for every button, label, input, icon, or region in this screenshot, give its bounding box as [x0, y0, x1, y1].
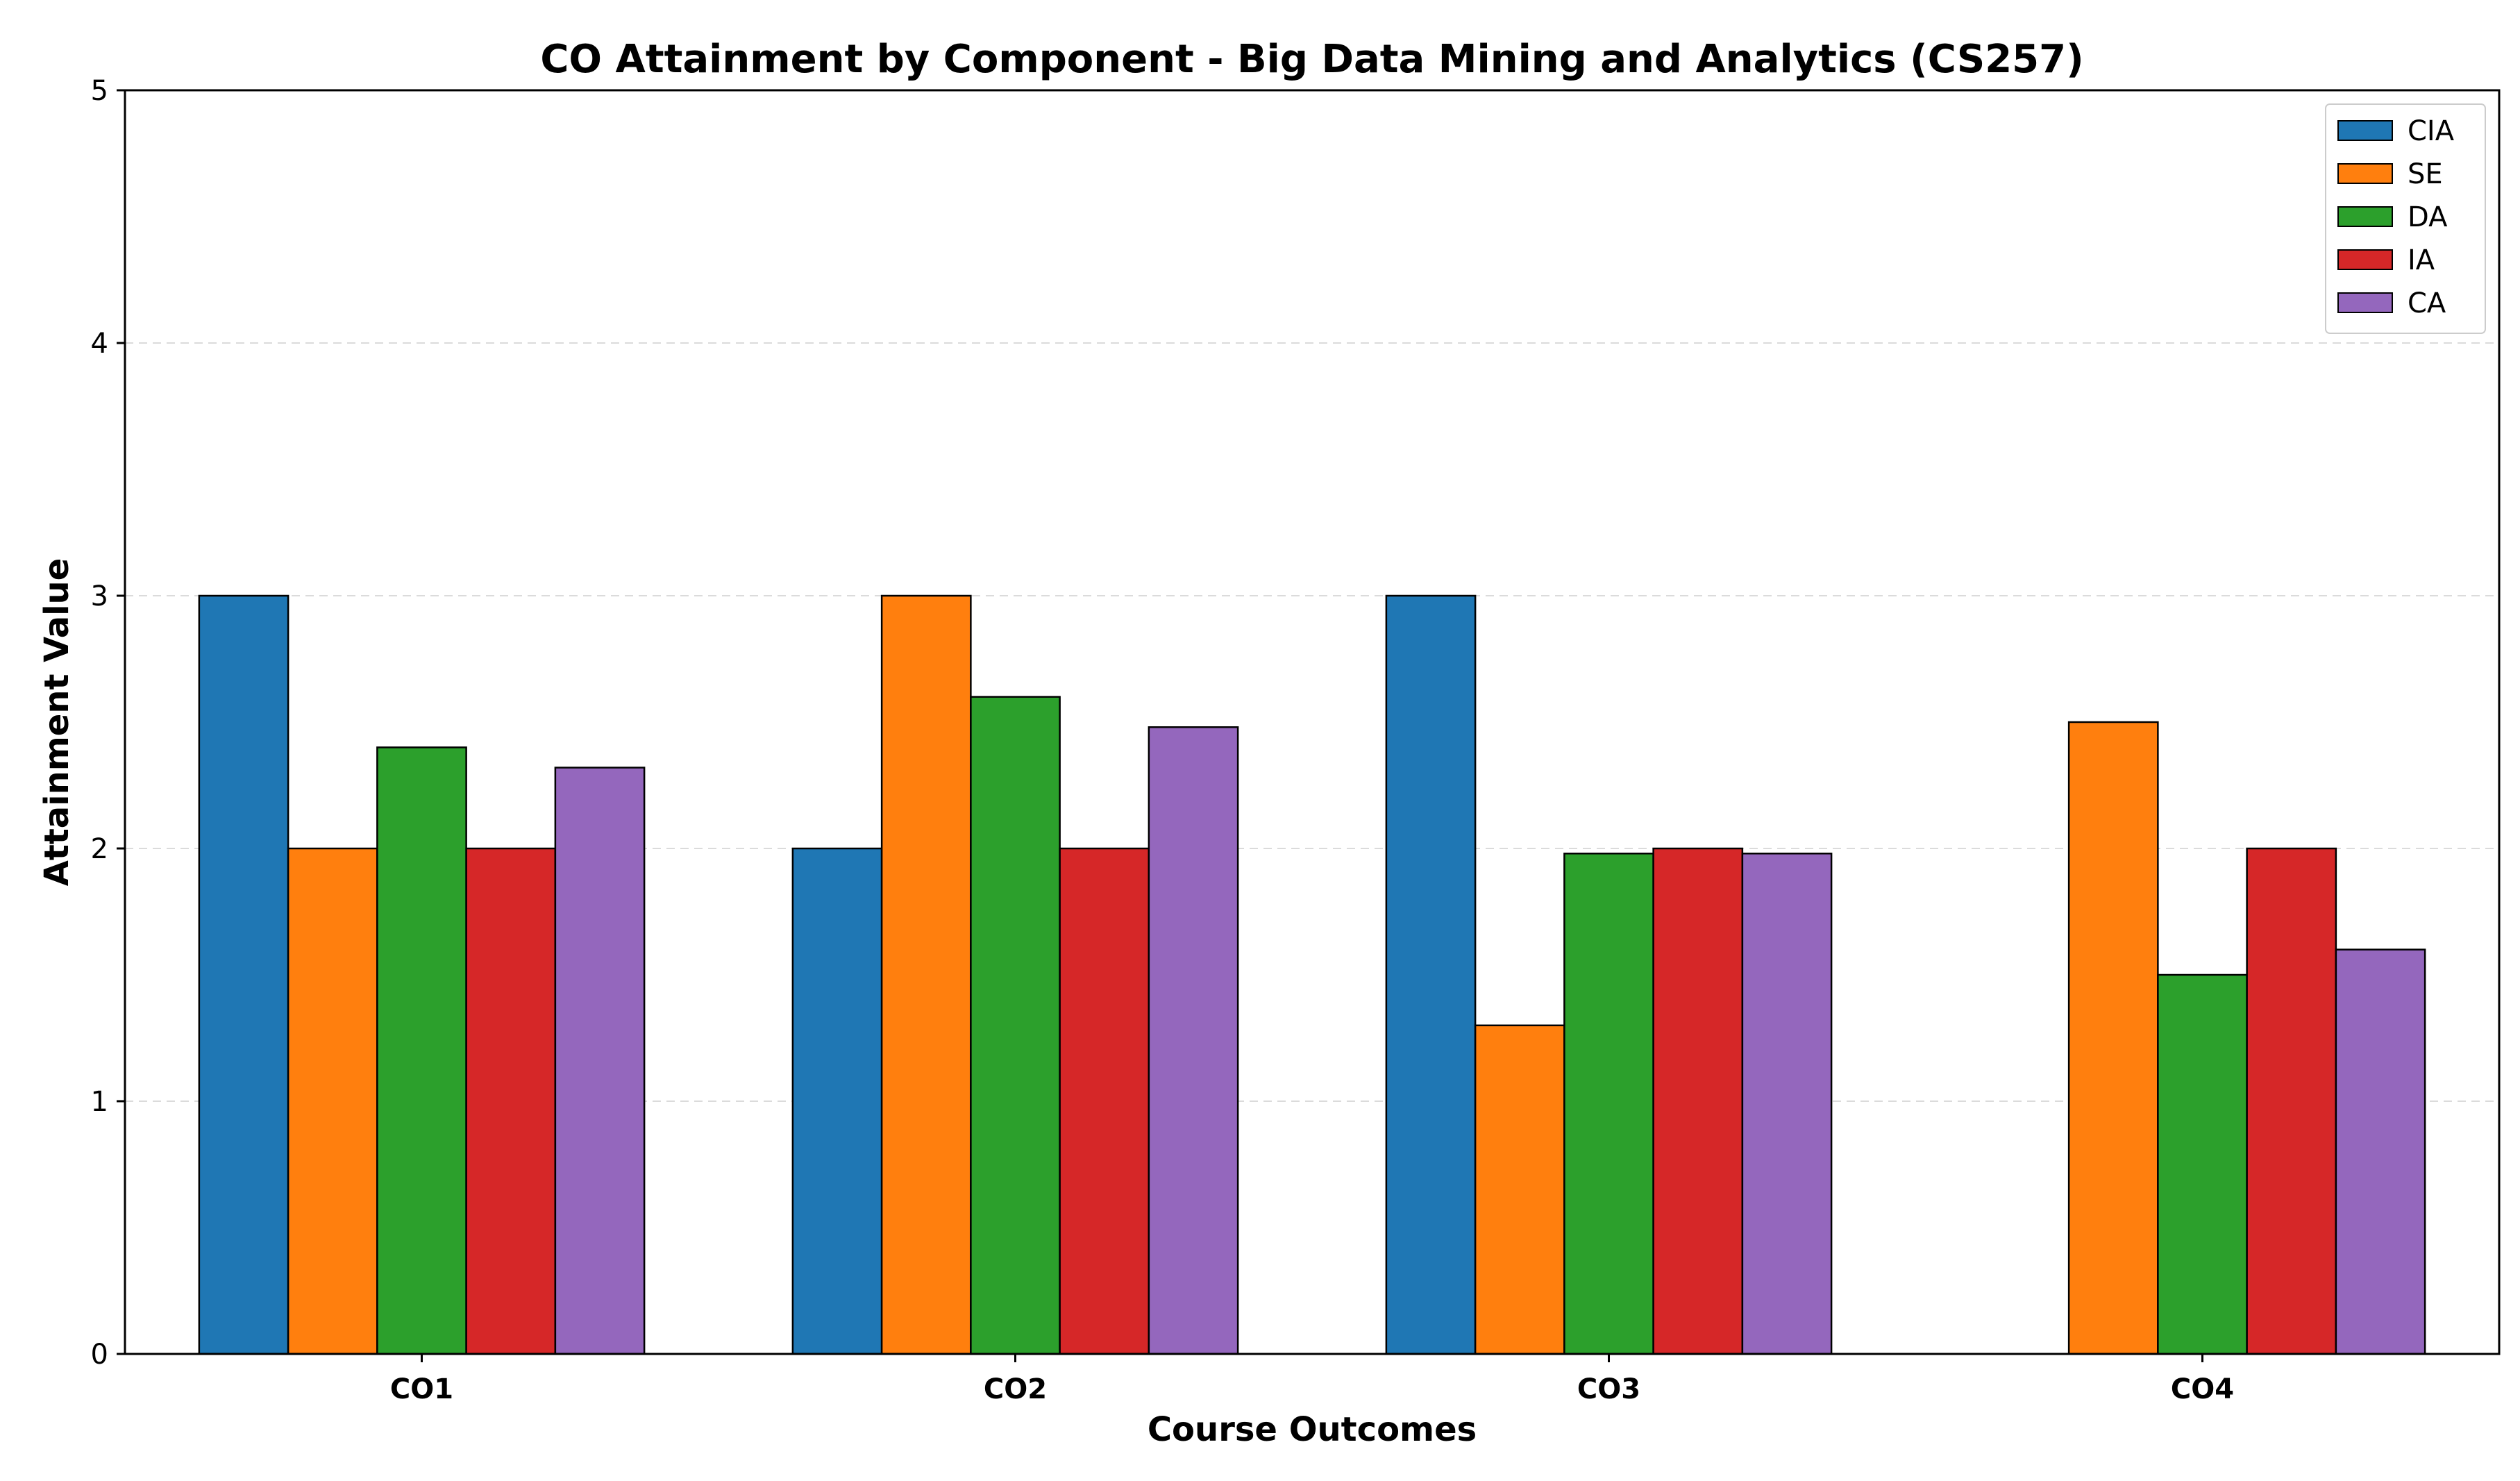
legend-swatch-cia — [2337, 120, 2393, 141]
bar-cia-co3 — [1385, 594, 1477, 1355]
legend-swatch-da — [2337, 206, 2393, 227]
x-tick-label: CO3 — [1577, 1373, 1640, 1405]
bars — [198, 594, 2426, 1355]
x-axis-ticks: CO1 CO2 CO3 CO4 — [390, 1354, 2234, 1405]
bar-ia-co4 — [2246, 847, 2337, 1355]
bar-da-co4 — [2157, 973, 2248, 1355]
legend-label-ia: IA — [2408, 244, 2435, 276]
bar-ia-co3 — [1652, 847, 1744, 1355]
legend-label-cia: CIA — [2408, 115, 2455, 147]
bar-se-co3 — [1474, 1024, 1565, 1355]
y-tick-label: 5 — [91, 75, 108, 107]
legend-label-da: DA — [2408, 201, 2448, 233]
plot-area-frame — [124, 89, 2501, 1355]
y-tick-label: 2 — [91, 833, 108, 865]
legend: CIA SE DA IA CA — [2325, 103, 2486, 334]
x-tick-label: CO1 — [390, 1373, 453, 1405]
bar-ca-co3 — [1741, 853, 1833, 1355]
legend-box — [2325, 103, 2486, 334]
y-tick-label: 4 — [91, 328, 108, 360]
bar-cia-co1 — [198, 594, 289, 1355]
x-tick-label: CO4 — [2171, 1373, 2234, 1405]
bar-cia-co2 — [791, 847, 883, 1355]
bar-ca-co2 — [1148, 726, 1239, 1355]
bar-da-co2 — [970, 696, 1061, 1355]
bar-ia-co2 — [1059, 847, 1150, 1355]
bar-ca-co4 — [2335, 948, 2426, 1355]
y-axis-ticks: 0 1 2 3 4 5 — [91, 75, 125, 1371]
bar-da-co3 — [1563, 853, 1654, 1355]
y-axis-label: Attainment Value — [37, 558, 76, 887]
x-tick-label: CO2 — [984, 1373, 1047, 1405]
bar-ca-co1 — [554, 767, 646, 1355]
bar-se-co2 — [880, 594, 972, 1355]
y-tick-label: 3 — [91, 580, 108, 612]
bar-se-co1 — [287, 847, 378, 1355]
x-axis-label: Course Outcomes — [1148, 1410, 1477, 1449]
legend-label-ca: CA — [2408, 287, 2446, 319]
legend-swatch-ia — [2337, 249, 2393, 270]
legend-swatch-se — [2337, 163, 2393, 184]
y-tick-label: 0 — [91, 1339, 108, 1371]
chart-title: CO Attainment by Component - Big Data Mi… — [540, 37, 2083, 82]
bar-se-co4 — [2067, 721, 2159, 1355]
legend-label-se: SE — [2408, 158, 2443, 190]
bar-da-co1 — [376, 746, 467, 1355]
legend-swatch-ca — [2337, 292, 2393, 313]
bar-ia-co1 — [465, 847, 557, 1355]
y-tick-label: 1 — [91, 1086, 108, 1118]
